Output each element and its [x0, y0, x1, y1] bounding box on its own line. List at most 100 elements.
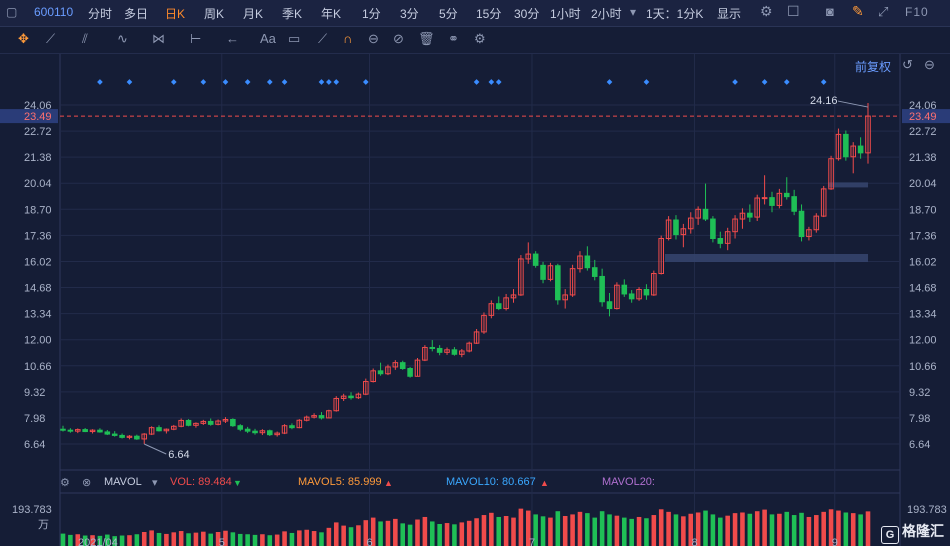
settings-icon[interactable]: ⚙	[474, 31, 486, 46]
current-price-left: 23.49	[24, 111, 52, 123]
chevron-down-icon[interactable]: ▾	[630, 5, 637, 19]
event-marker	[281, 79, 288, 85]
window-icon[interactable]: ▢	[6, 5, 18, 19]
period-niank[interactable]: 年K	[321, 7, 342, 21]
period-3min[interactable]: 3分	[400, 7, 419, 21]
undo-icon[interactable]: ↺	[902, 57, 913, 72]
period-1hour[interactable]: 1小时	[550, 7, 581, 21]
period-1min[interactable]: 1分	[362, 7, 381, 21]
volume-bar	[193, 532, 199, 546]
candle-down	[377, 370, 384, 375]
legend-settings-icon[interactable]: ⚙	[60, 477, 70, 489]
arrow-tool-icon[interactable]: ←	[226, 31, 239, 46]
legend-chevron-icon[interactable]: ▾	[152, 477, 158, 489]
volume-bar	[230, 532, 236, 546]
volume-bar	[673, 514, 679, 546]
channel-tool-icon[interactable]: ⫽	[82, 31, 88, 46]
volume-bar	[260, 534, 265, 546]
candle-up	[806, 229, 812, 238]
candles	[60, 103, 871, 444]
event-marker	[606, 79, 613, 85]
volume-bar	[407, 524, 413, 546]
event-marker	[318, 79, 325, 85]
f10-button[interactable]: F10	[905, 5, 929, 19]
volume-bar	[385, 520, 391, 546]
price-tick-right: 16.02	[909, 256, 937, 268]
candle-down	[60, 428, 66, 431]
period-zhouk[interactable]: 周K	[204, 7, 225, 21]
candle-up	[518, 258, 524, 296]
volume-bar	[474, 518, 479, 546]
magnet-icon[interactable]: ∩	[343, 31, 353, 46]
price-tick-left: 12.00	[24, 335, 52, 347]
camera-icon[interactable]: ◙	[826, 4, 834, 19]
price-tick-right: 10.66	[909, 361, 937, 373]
candle-down	[266, 430, 273, 436]
month-label: 8	[691, 537, 697, 546]
legend-ma10: MAVOL10: 80.667	[446, 476, 536, 488]
lock-icon[interactable]: ⊖	[368, 31, 379, 46]
candle-up	[850, 145, 857, 158]
candle-up	[444, 349, 450, 353]
volume-bar	[585, 513, 590, 546]
square-icon[interactable]: ☐	[787, 3, 800, 19]
period-duori[interactable]: 多日	[124, 7, 149, 21]
candle-up	[562, 294, 568, 301]
candle-up	[828, 158, 834, 190]
link-icon[interactable]: ⚭	[448, 31, 459, 46]
volume-bar	[836, 510, 841, 546]
period-rik[interactable]: 日K	[165, 7, 186, 21]
volume-bar	[304, 529, 310, 546]
period-5min[interactable]: 5分	[439, 7, 458, 21]
legend-name[interactable]: MAVOL	[104, 476, 142, 488]
stock-code[interactable]: 600110	[34, 5, 74, 19]
volume-bar	[644, 518, 649, 546]
period-yuek[interactable]: 月K	[243, 7, 264, 21]
wave-tool-icon[interactable]: ∿	[117, 31, 128, 46]
move-icon[interactable]: ✥	[18, 31, 29, 46]
pencil-icon[interactable]: ✎	[852, 3, 864, 19]
candle-up	[739, 212, 746, 220]
trash-icon[interactable]: 🗑︎	[418, 31, 435, 46]
period-2hour[interactable]: 2小时	[591, 7, 622, 21]
candle-up	[414, 359, 421, 377]
volume-bar	[828, 509, 834, 546]
legend-close-icon[interactable]: ⊗	[82, 477, 92, 489]
line-tool-icon[interactable]: ⟋	[46, 31, 56, 46]
max-price-label: 24.16	[810, 95, 838, 107]
text-tool[interactable]: Aa	[260, 31, 276, 46]
period-30min[interactable]: 30分	[514, 7, 540, 21]
pattern-tool-icon[interactable]: ⋈	[152, 31, 165, 46]
candle-up	[473, 331, 480, 344]
price-tick-right: 22.72	[909, 126, 937, 138]
month-label: 7	[529, 537, 535, 546]
ruler-icon[interactable]: ⟋	[318, 31, 328, 46]
comment-icon[interactable]: ▭	[288, 31, 301, 46]
volume-bar	[681, 516, 686, 546]
candle-down	[207, 420, 214, 425]
period-dropdown[interactable]: 1天：1分K	[646, 7, 704, 21]
event-marker	[222, 79, 229, 85]
period-jik[interactable]: 季K	[282, 7, 303, 21]
measure-tool-icon[interactable]: ⊢	[190, 31, 202, 46]
volume-bar	[740, 512, 745, 546]
period-fenshi[interactable]: 分时	[88, 7, 113, 21]
price-tick-right: 17.36	[909, 230, 937, 242]
candle-up	[370, 370, 376, 383]
candle-up	[577, 255, 583, 270]
volume-bar	[784, 511, 790, 546]
volume-bar	[621, 517, 627, 546]
hide-icon[interactable]: ⊘	[393, 31, 404, 46]
volume-bar	[237, 533, 243, 546]
expand-icon[interactable]: ⤢	[878, 4, 889, 19]
candle-down	[591, 267, 598, 277]
volume-bar	[651, 515, 657, 546]
kline-chart[interactable]: 24.06 24.06 22.72 22.72 21.38 21.38 20.04 20.04…	[0, 54, 950, 546]
candle-down	[429, 346, 436, 349]
period-15min[interactable]: 15分	[476, 7, 502, 21]
adjust-mode-link[interactable]: 前复权	[855, 60, 892, 74]
display-menu[interactable]: 显示	[717, 7, 742, 21]
candle-down	[769, 197, 775, 206]
gear-icon[interactable]: ⚙	[760, 3, 773, 19]
minus-icon[interactable]: ⊖	[924, 57, 935, 72]
